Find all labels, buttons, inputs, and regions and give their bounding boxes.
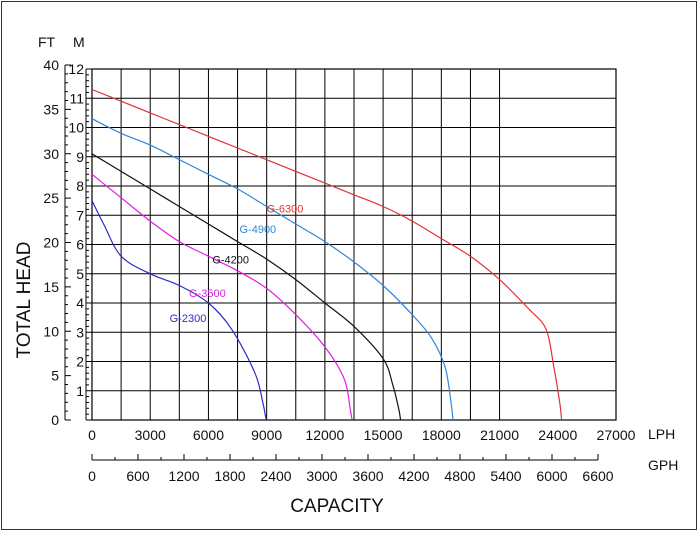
ft-tick-label: 35 bbox=[43, 101, 59, 117]
x-unit-gph: GPH bbox=[648, 457, 678, 473]
x-axis-title: CAPACITY bbox=[290, 496, 384, 517]
curve-labels: G-2300 G-3500 G-4200 G-4900 G-6300 bbox=[170, 203, 304, 325]
gph-tick-label: 3000 bbox=[306, 468, 337, 484]
ft-tick-label: 30 bbox=[43, 146, 59, 162]
ft-tick-label: 25 bbox=[43, 190, 59, 206]
m-tick-label: 9 bbox=[76, 149, 84, 165]
gph-tick-label: 4200 bbox=[398, 468, 429, 484]
lph-tick-label: 12000 bbox=[305, 427, 344, 443]
ft-tick-label: 20 bbox=[43, 235, 59, 251]
y-axis-title: TOTAL HEAD bbox=[14, 242, 35, 359]
curve-g-4900 bbox=[91, 118, 454, 421]
m-tick-label: 7 bbox=[76, 207, 84, 223]
lph-tick-label: 3000 bbox=[135, 427, 166, 443]
m-tick-label: 4 bbox=[76, 295, 84, 311]
lph-tick-label: 27000 bbox=[597, 427, 636, 443]
y-unit-ft: FT bbox=[38, 34, 56, 50]
gph-tick-label: 1800 bbox=[214, 468, 245, 484]
curve-label-g-4900: G-4900 bbox=[239, 224, 276, 236]
gph-tick-label: 1200 bbox=[168, 468, 199, 484]
curve-g-2300 bbox=[91, 200, 268, 421]
curve-label-g-3500: G-3500 bbox=[189, 288, 226, 300]
m-tick-label: 2 bbox=[76, 354, 84, 370]
gph-tick-label: 0 bbox=[88, 468, 96, 484]
gph-tick-label: 6000 bbox=[536, 468, 567, 484]
m-tick-label: 3 bbox=[76, 324, 84, 340]
curve-label-g-4200: G-4200 bbox=[212, 255, 249, 267]
pump-curves bbox=[91, 88, 563, 421]
lph-tick-label: 24000 bbox=[538, 427, 577, 443]
gph-tick-label: 600 bbox=[126, 468, 150, 484]
y-axis-ft: 0 5 10 15 20 25 30 35 40 bbox=[43, 57, 71, 428]
x-axis-gph: 0 600 1200 1800 2400 3000 3600 4200 4800 5400 6000… bbox=[88, 454, 614, 484]
gph-tick-label: 5400 bbox=[490, 468, 521, 484]
m-tick-label: 1 bbox=[76, 383, 84, 399]
x-axis-lph-ticks: 0 3000 6000 9000 12000 15000 18000 21000 24000 27… bbox=[88, 427, 636, 443]
lph-tick-label: 0 bbox=[88, 427, 96, 443]
ft-tick-label: 5 bbox=[51, 368, 59, 384]
m-tick-label: 8 bbox=[76, 178, 84, 194]
lph-tick-label: 18000 bbox=[422, 427, 461, 443]
gph-tick-label: 3600 bbox=[352, 468, 383, 484]
lph-tick-label: 9000 bbox=[251, 427, 282, 443]
ft-tick-label: 40 bbox=[43, 57, 59, 73]
ft-tick-label: 10 bbox=[43, 323, 59, 339]
m-tick-label: 5 bbox=[76, 266, 84, 282]
curve-label-g-2300: G-2300 bbox=[170, 313, 207, 325]
m-tick-label: 12 bbox=[68, 61, 84, 77]
lph-tick-label: 21000 bbox=[480, 427, 519, 443]
x-unit-lph: LPH bbox=[648, 426, 675, 442]
gph-tick-label: 4800 bbox=[444, 468, 475, 484]
ft-tick-label: 0 bbox=[51, 412, 59, 428]
lph-tick-label: 6000 bbox=[193, 427, 224, 443]
curve-g-6300 bbox=[91, 88, 563, 421]
ft-tick-label: 15 bbox=[43, 279, 59, 295]
gph-tick-label: 2400 bbox=[260, 468, 291, 484]
m-tick-label: 6 bbox=[76, 237, 84, 253]
y-unit-m: M bbox=[73, 34, 85, 50]
plot-grid bbox=[91, 68, 617, 421]
curve-g-3500 bbox=[91, 173, 353, 421]
m-tick-label: 10 bbox=[68, 120, 84, 136]
lph-tick-label: 15000 bbox=[364, 427, 403, 443]
m-tick-label: 11 bbox=[69, 90, 84, 106]
curve-g-4200 bbox=[91, 153, 402, 421]
curve-label-g-6300: G-6300 bbox=[267, 203, 304, 215]
gph-tick-label: 6600 bbox=[582, 468, 613, 484]
